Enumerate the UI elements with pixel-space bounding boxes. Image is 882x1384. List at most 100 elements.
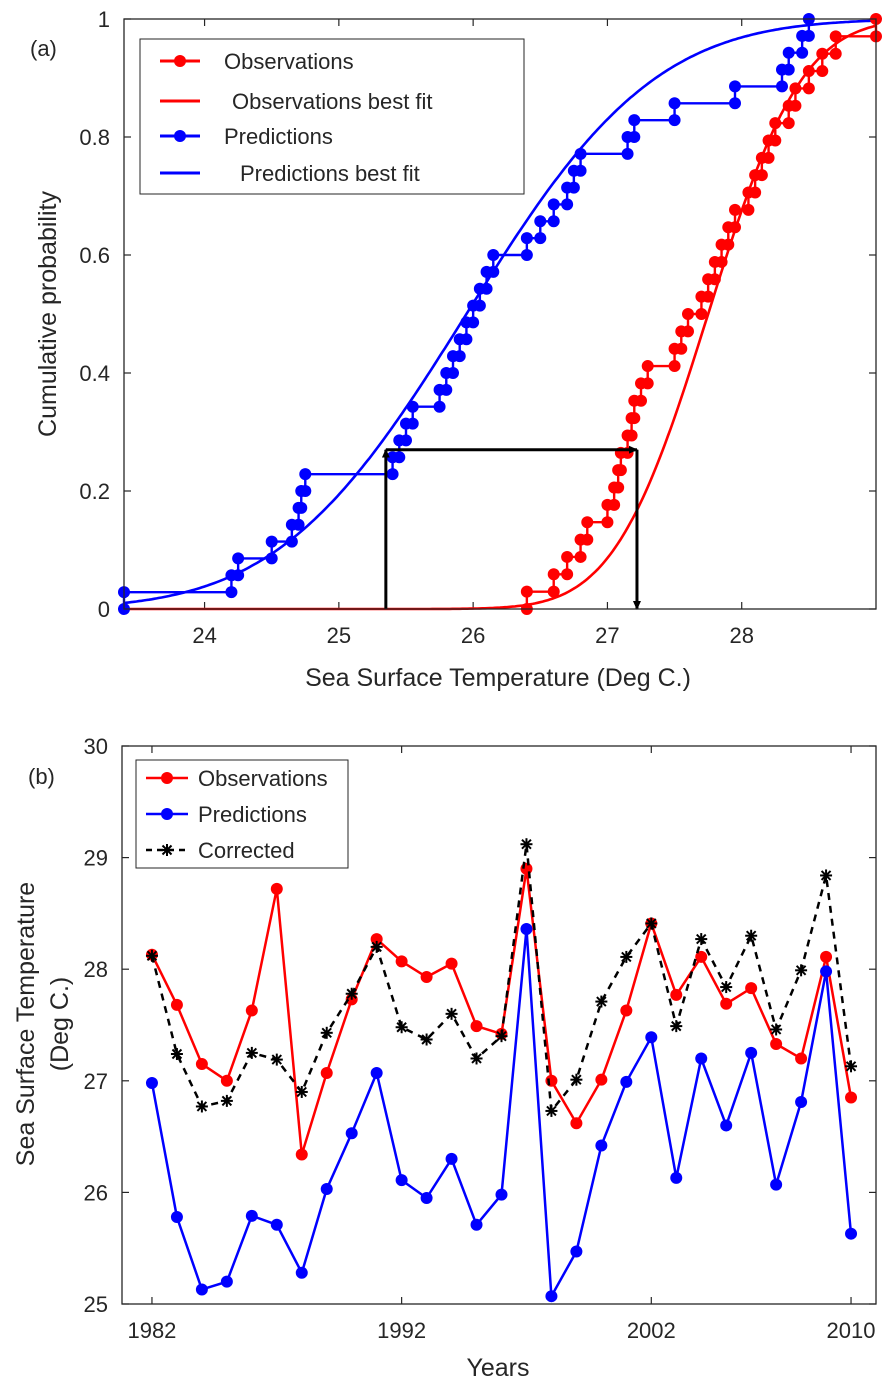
- y-tick-label: 1: [98, 7, 110, 32]
- observations-ecdf-point: [682, 325, 694, 338]
- y-tick-label: 0.6: [79, 243, 110, 268]
- observations-point: [470, 1020, 483, 1033]
- observations-point: [170, 998, 183, 1011]
- predictions-ecdf-point: [729, 97, 741, 110]
- corrected-point: [820, 869, 833, 882]
- observations-ecdf-point: [708, 273, 721, 286]
- y-tick-label: 27: [84, 1069, 108, 1094]
- observations-ecdf-point: [561, 550, 574, 563]
- legend-b-corrected-marker: [161, 844, 173, 856]
- predictions-point: [345, 1127, 358, 1140]
- observations-ecdf-point: [695, 308, 708, 320]
- predictions-point: [770, 1178, 783, 1191]
- x-tick-label: 27: [595, 623, 619, 648]
- predictions-ecdf-point: [487, 265, 500, 278]
- predictions-ecdf-point: [628, 131, 641, 143]
- predictions-ecdf-point: [406, 400, 419, 413]
- predictions-ecdf-point: [520, 249, 533, 261]
- predictions-ecdf-point: [782, 63, 795, 76]
- corrected-point: [245, 1046, 258, 1059]
- corrected-point: [545, 1104, 558, 1117]
- observations-ecdf-point: [816, 47, 829, 60]
- y-tick-label: 26: [84, 1180, 108, 1205]
- predictions-ecdf-point: [393, 451, 406, 464]
- predictions-ecdf-point: [265, 535, 278, 548]
- observations-ecdf-point: [762, 151, 775, 164]
- observations-ecdf-point: [635, 394, 647, 407]
- observations-ecdf-point: [520, 585, 533, 598]
- predictions-ecdf-point: [520, 232, 533, 245]
- predictions-point: [195, 1283, 208, 1296]
- observations-ecdf-point: [769, 117, 782, 130]
- legend-observations-fit-label: Observations best fit: [232, 89, 433, 114]
- corrected-point: [395, 1021, 408, 1034]
- panel-b-y-tick-labels: 25 26 27 28 29 30: [84, 734, 108, 1317]
- legend-predictions-fit-label: Predictions best fit: [240, 161, 420, 186]
- predictions-ecdf-point: [796, 46, 809, 59]
- panel-b-axes-box: [121, 745, 877, 1305]
- observations-point: [320, 1066, 333, 1079]
- observations-ecdf-point: [749, 186, 762, 199]
- observations-point: [670, 988, 683, 1001]
- corrected-point: [495, 1030, 508, 1043]
- observations-point: [395, 955, 408, 968]
- panel-b-legend: Observations Predictions Corrected: [135, 759, 349, 869]
- predictions-point: [545, 1290, 558, 1303]
- corrected-point: [770, 1023, 783, 1036]
- predictions-ecdf-point: [776, 80, 788, 93]
- corrected-point: [370, 940, 383, 953]
- panel-a-legend: Observations Observations best fit Predi…: [139, 38, 525, 195]
- observations-ecdf-point: [729, 221, 741, 234]
- observations-ecdf-point: [789, 99, 802, 112]
- observations-ecdf-point: [614, 464, 627, 477]
- predictions-ecdf-point: [782, 46, 795, 59]
- predictions-point: [645, 1031, 658, 1044]
- y-tick-label: 0: [98, 597, 110, 622]
- corrected-point: [420, 1033, 433, 1046]
- observations-point: [445, 957, 458, 970]
- predictions-ecdf-point: [299, 468, 312, 481]
- panel-b-y-axis-label-line2: (Deg C.): [46, 977, 74, 1071]
- observations-point: [245, 1004, 258, 1017]
- observations-ecdf-point: [682, 308, 694, 320]
- observations-ecdf-point: [782, 117, 795, 130]
- panel-a-y-tick-labels: 0 0.2 0.4 0.6 0.8 1: [79, 7, 110, 622]
- predictions-ecdf-point: [453, 350, 466, 363]
- corrected-point: [295, 1085, 308, 1098]
- observations-ecdf-point: [628, 412, 641, 425]
- y-tick-label: 0.8: [79, 125, 110, 150]
- predictions-ecdf-point: [406, 417, 419, 430]
- panel-a-tag: (a): [30, 36, 57, 61]
- predictions-point: [720, 1119, 733, 1132]
- predictions-ecdf-point: [295, 501, 308, 514]
- predictions-point: [520, 923, 533, 936]
- observations-point: [420, 971, 433, 984]
- observations-ecdf-point: [641, 360, 654, 373]
- panel-a-legend-box: [139, 38, 525, 195]
- predictions-ecdf-point: [729, 80, 741, 93]
- predictions-ecdf-point: [802, 29, 815, 42]
- corrected-point: [220, 1094, 233, 1107]
- predictions-point: [220, 1275, 233, 1288]
- predictions-point: [495, 1188, 508, 1201]
- panel-b-data: [145, 838, 858, 1303]
- y-tick-label: 0.2: [79, 479, 110, 504]
- corrected-point: [470, 1052, 483, 1065]
- legend-observations-label: Observations: [224, 49, 354, 74]
- panel-a-y-axis-label: Cumulative probability: [34, 191, 62, 437]
- panel-b-x-tick-labels: 1982 1992 2002 2010: [127, 1318, 875, 1343]
- y-tick-label: 28: [84, 957, 108, 982]
- panel-a-x-axis-label: Sea Surface Temperature (Deg C.): [305, 664, 691, 692]
- observations-point: [620, 1004, 633, 1017]
- x-tick-label: 24: [192, 623, 216, 648]
- corrected-point: [270, 1053, 283, 1066]
- corrected-point: [520, 838, 533, 851]
- corrected-point: [745, 929, 758, 942]
- observations-ecdf-point: [574, 550, 587, 563]
- predictions-point: [820, 965, 833, 978]
- observations-ecdf-point: [641, 377, 654, 390]
- predictions-ecdf-point: [265, 552, 278, 565]
- panel-b-y-axis-label-line1: Sea Surface Temperature: [12, 882, 40, 1166]
- x-tick-label: 25: [327, 623, 351, 648]
- predictions-ecdf-point: [668, 114, 681, 127]
